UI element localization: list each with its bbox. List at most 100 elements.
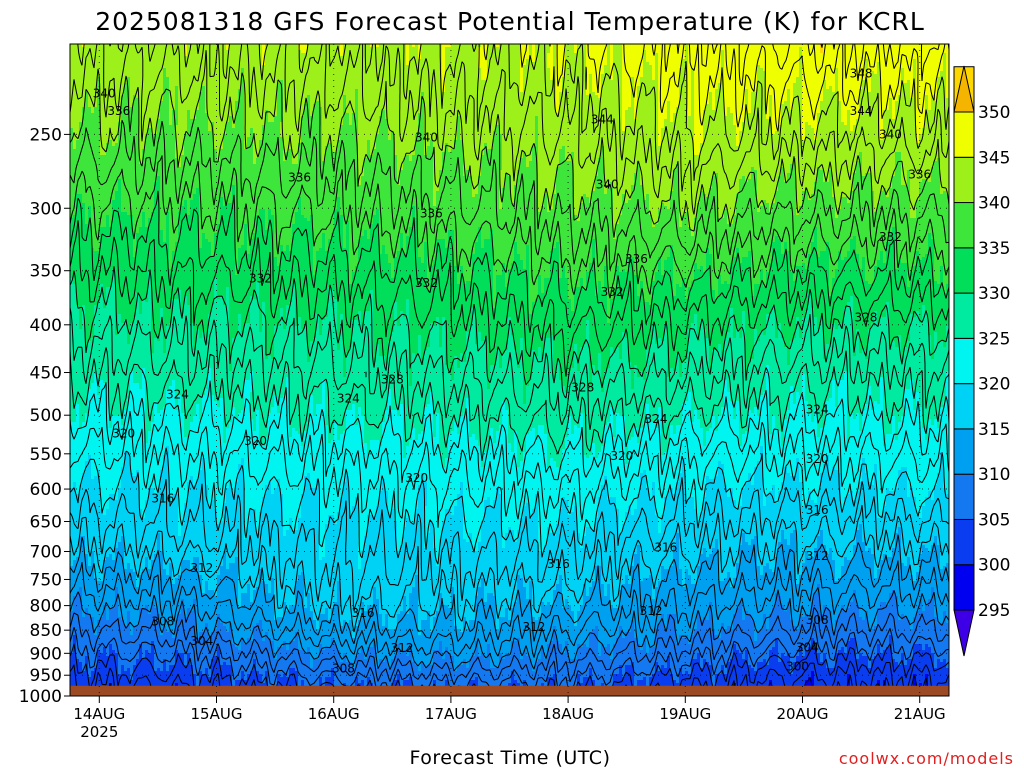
theta-cell-run: [658, 89, 680, 93]
theta-cell-run: [826, 80, 836, 84]
theta-cell-run: [766, 74, 800, 78]
theta-cell-run: [916, 83, 938, 87]
theta-cell-run: [445, 56, 479, 60]
theta-cell-run: [442, 44, 452, 48]
theta-cell-run: [409, 50, 419, 54]
theta-cell-run: [688, 59, 722, 63]
theta-cell-run: [622, 47, 686, 51]
theta-cell-run: [655, 74, 659, 78]
theta-cell-run: [550, 50, 554, 54]
theta-cell-run: [910, 83, 914, 87]
theta-cell-run: [610, 65, 614, 69]
theta-cell-run: [301, 50, 308, 54]
theta-cell-run: [586, 83, 590, 87]
theta-cell-run: [406, 53, 410, 57]
theta-cell-run: [550, 68, 554, 72]
theta-cell-run: [610, 56, 614, 60]
theta-cell-run: [175, 89, 179, 93]
theta-cell-run: [622, 44, 686, 48]
theta-cell-run: [643, 59, 647, 63]
theta-cell-run: [85, 44, 185, 48]
theta-cell-run: [640, 83, 659, 87]
theta-cell-run: [643, 56, 647, 60]
theta-cell-run: [481, 68, 488, 72]
theta-cell-run: [655, 65, 659, 69]
theta-cell-run: [229, 44, 263, 48]
theta-cell-run: [622, 74, 644, 78]
theta-cell-run: [280, 80, 284, 84]
theta-cell-run: [655, 68, 659, 72]
theta-cell-run: [871, 89, 881, 93]
theta-cell-run: [520, 83, 524, 87]
theta-cell-run: [586, 74, 590, 78]
theta-cell-run: [823, 86, 827, 90]
theta-cell-run: [97, 86, 101, 90]
theta-cell-run: [838, 80, 863, 84]
theta-cell-run: [607, 47, 611, 51]
theta-cell-run: [343, 44, 371, 48]
theta-cell-run: [724, 53, 800, 57]
theta-cell-run: [658, 59, 683, 63]
theta-cell-run: [694, 68, 722, 72]
theta-cell-run: [241, 83, 245, 87]
theta-cell-run: [910, 89, 914, 93]
theta-cell-run: [877, 71, 881, 75]
theta-cell-run: [97, 77, 101, 81]
theta-cell-run: [913, 59, 917, 63]
theta-cell-run: [442, 71, 446, 75]
theta-cell-run: [547, 62, 554, 66]
theta-cell-run: [679, 80, 689, 84]
theta-cell-run: [442, 74, 446, 78]
theta-cell-run: [766, 86, 794, 90]
theta-cell-run: [169, 89, 176, 93]
theta-cell-run: [685, 53, 689, 57]
theta-cell-run: [100, 83, 125, 87]
theta-cell-run: [244, 89, 278, 93]
theta-cell-run: [622, 62, 644, 66]
theta-cell-run: [643, 65, 653, 69]
theta-cell-run: [610, 47, 614, 51]
theta-cell-run: [409, 62, 443, 66]
theta-cell-run: [799, 50, 803, 54]
theta-cell-run: [343, 47, 407, 51]
theta-cell-run: [880, 77, 902, 81]
theta-cell-run: [445, 86, 521, 90]
theta-cell-run: [601, 77, 611, 81]
theta-cell-run: [913, 65, 917, 69]
theta-cell-run: [694, 77, 722, 81]
theta-cell-run: [520, 74, 524, 78]
theta-cell-run: [679, 74, 689, 78]
theta-cell-run: [940, 71, 947, 75]
theta-cell-run: [724, 77, 758, 81]
theta-cell-run: [622, 50, 644, 54]
theta-cell-run: [556, 59, 566, 63]
theta-cell-run: [520, 50, 530, 54]
theta-cell-run: [904, 74, 914, 78]
theta-cell-run: [868, 83, 872, 87]
theta-cell-run: [904, 77, 914, 81]
theta-cell-run: [913, 71, 917, 75]
theta-cell-run: [442, 62, 446, 66]
theta-cell-run: [835, 74, 839, 78]
theta-cell-run: [589, 86, 593, 90]
theta-cell-run: [589, 80, 593, 84]
theta-cell-run: [574, 50, 578, 54]
theta-cell-run: [655, 71, 659, 75]
theta-cell-run: [724, 56, 800, 60]
theta-cell-run: [565, 53, 587, 57]
theta-cell-run: [691, 77, 695, 81]
theta-cell-run: [406, 62, 410, 66]
theta-cell-run: [586, 53, 608, 57]
theta-cell-run: [523, 77, 551, 81]
theta-cell-run: [613, 50, 623, 54]
theta-cell-run: [721, 53, 725, 57]
theta-cell-run: [589, 74, 593, 78]
theta-cell-run: [163, 77, 170, 81]
theta-cell-run: [523, 74, 551, 78]
theta-cell-run: [721, 59, 725, 63]
theta-cell-run: [868, 80, 872, 84]
theta-cell-run: [946, 74, 949, 78]
theta-cell-run: [646, 50, 686, 54]
theta-cell-run: [529, 50, 533, 54]
theta-cell-run: [406, 56, 410, 60]
